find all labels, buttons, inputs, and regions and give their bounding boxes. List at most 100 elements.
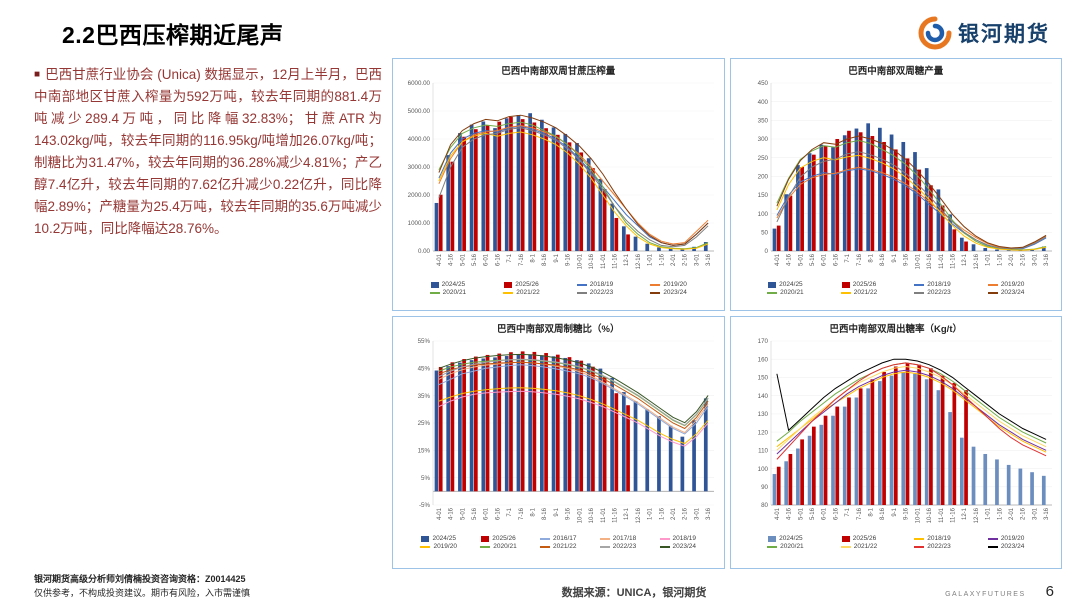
- legend-swatch-icon: [503, 291, 514, 294]
- svg-text:11-01: 11-01: [601, 253, 607, 269]
- svg-text:12-1: 12-1: [624, 507, 630, 520]
- svg-text:15%: 15%: [418, 448, 431, 455]
- legend-item: 2023/24: [632, 289, 706, 296]
- svg-text:5-01: 5-01: [461, 507, 467, 520]
- svg-text:1000.00: 1000.00: [408, 220, 431, 227]
- svg-text:10-01: 10-01: [915, 507, 921, 523]
- legend-item: 2025/26: [822, 281, 896, 288]
- svg-text:1-16: 1-16: [660, 507, 666, 520]
- svg-text:8-1: 8-1: [868, 253, 874, 262]
- legend-swatch-icon: [840, 291, 851, 294]
- svg-text:450: 450: [757, 80, 768, 87]
- legend-item: 2021/22: [822, 543, 896, 550]
- legend-label: 2018/19: [672, 535, 697, 542]
- legend-label: 2025/26: [492, 535, 516, 542]
- footer-right: GALAXYFUTURES 6: [864, 583, 1054, 600]
- svg-text:150: 150: [757, 192, 768, 199]
- legend-item: 2019/20: [409, 543, 469, 550]
- legend-item: 2016/17: [528, 535, 588, 542]
- svg-text:3-01: 3-01: [1032, 253, 1038, 266]
- svg-text:1-16: 1-16: [997, 253, 1003, 266]
- svg-text:10-16: 10-16: [589, 507, 595, 523]
- footer-brand-text: GALAXYFUTURES: [945, 591, 1026, 598]
- legend-label: 2025/26: [515, 281, 539, 288]
- svg-text:5-01: 5-01: [798, 507, 804, 520]
- svg-text:10-01: 10-01: [578, 253, 584, 269]
- svg-text:9-1: 9-1: [554, 253, 560, 262]
- legend-swatch-icon: [914, 545, 925, 548]
- svg-text:9-1: 9-1: [892, 253, 898, 262]
- legend-swatch-icon: [650, 291, 661, 294]
- svg-text:0.00: 0.00: [418, 248, 431, 255]
- svg-text:4-01: 4-01: [437, 507, 443, 520]
- svg-text:2-01: 2-01: [1009, 253, 1015, 266]
- legend-item: 2018/19: [896, 535, 970, 542]
- svg-text:3-01: 3-01: [695, 253, 701, 266]
- svg-text:3-01: 3-01: [695, 507, 701, 520]
- chart-legend: 2024/25 2025/26 2018/19 2019/20 2020/21 2021/…: [395, 281, 722, 298]
- svg-text:140: 140: [757, 393, 768, 400]
- brand-logo: 银河期货: [918, 16, 1050, 50]
- legend-swatch-icon: [599, 545, 610, 548]
- footer-analyst-block: 银河期货高级分析师刘倩楠投资咨询资格：Z0014425 仅供参考，不构成投资建议…: [34, 573, 404, 600]
- svg-text:3-16: 3-16: [1044, 507, 1050, 520]
- svg-text:5-16: 5-16: [472, 507, 478, 520]
- svg-text:100: 100: [757, 466, 768, 473]
- brand-text: 银河期货: [958, 23, 1050, 46]
- legend-swatch-icon: [767, 291, 778, 294]
- chart-legend: 2024/25 2025/26 2018/19 2019/20 2020/21 2021/…: [733, 281, 1060, 298]
- chart-atr-svg: 80 90 100 110 120 130 140 150 160 170 4-01 4-16 5-01…: [757, 338, 1052, 523]
- legend-swatch-icon: [480, 545, 491, 548]
- legend-item: 2023/24: [969, 543, 1043, 550]
- legend-swatch-icon: [429, 291, 440, 294]
- svg-text:1-16: 1-16: [997, 507, 1003, 520]
- svg-text:10-16: 10-16: [927, 507, 933, 523]
- legend-label: 2025/26: [852, 535, 877, 542]
- svg-text:350: 350: [757, 118, 768, 125]
- chart-legend: 2024/25 2025/26 2016/17 2017/18 2018/19 2019/…: [395, 535, 722, 552]
- svg-text:80: 80: [761, 502, 768, 509]
- svg-text:2000.00: 2000.00: [408, 192, 431, 199]
- footer: 银河期货高级分析师刘倩楠投资咨询资格：Z0014425 仅供参考，不构成投资建议…: [0, 571, 1080, 608]
- legend-label: 2023/24: [672, 543, 697, 550]
- legend-swatch-icon: [539, 537, 550, 540]
- chart-panel-sugar-output: 巴西中南部双周糖产量 0 50 100 150 200 250 300 350 400 450 4-…: [729, 58, 1062, 311]
- chart-crushing-svg: 0.00 1000.00 2000.00 3000.00 4000.00 5000.00 6…: [408, 80, 715, 269]
- summary-text: 巴西甘蔗行业协会 (Unica) 数据显示，12月上半月，巴西中南部地区甘蔗入榨…: [34, 67, 382, 236]
- svg-text:10-01: 10-01: [578, 507, 584, 523]
- legend-item: 2021/22: [822, 289, 896, 296]
- svg-text:11-16: 11-16: [950, 253, 956, 269]
- svg-text:25%: 25%: [418, 420, 431, 427]
- svg-text:250: 250: [757, 155, 768, 162]
- legend-label: 2023/24: [1000, 289, 1025, 296]
- legend-swatch-icon: [430, 281, 439, 288]
- svg-text:45%: 45%: [418, 366, 431, 373]
- svg-text:6-16: 6-16: [833, 253, 839, 266]
- svg-text:1-01: 1-01: [985, 253, 991, 266]
- svg-text:2-01: 2-01: [1009, 507, 1015, 520]
- svg-text:170: 170: [757, 338, 768, 345]
- svg-text:5-16: 5-16: [810, 253, 816, 266]
- bullet-square-icon: ■: [34, 69, 41, 80]
- svg-text:8-16: 8-16: [880, 253, 886, 266]
- legend-label: 2024/25: [432, 535, 456, 542]
- legend-item: 2022/23: [558, 289, 632, 296]
- svg-text:5-01: 5-01: [461, 253, 467, 266]
- chart-title: 巴西中南部双周出糖率（Kg/t）: [829, 324, 962, 335]
- svg-text:6-16: 6-16: [496, 507, 502, 520]
- svg-text:12-16: 12-16: [974, 253, 980, 269]
- footer-data-source: 数据来源：UNICA，银河期货: [561, 587, 707, 599]
- legend-item: 2018/19: [558, 281, 632, 288]
- svg-text:5000.00: 5000.00: [408, 108, 431, 115]
- svg-text:8-16: 8-16: [542, 253, 548, 266]
- legend-item: 2021/22: [528, 543, 588, 550]
- svg-text:2-01: 2-01: [671, 253, 677, 266]
- legend-item: 2023/24: [969, 289, 1043, 296]
- svg-text:9-16: 9-16: [903, 507, 909, 520]
- legend-label: 2020/21: [442, 289, 467, 296]
- svg-text:4-16: 4-16: [786, 507, 792, 520]
- svg-text:1-01: 1-01: [648, 507, 654, 520]
- svg-text:12-16: 12-16: [974, 507, 980, 523]
- svg-text:3-16: 3-16: [1044, 253, 1050, 266]
